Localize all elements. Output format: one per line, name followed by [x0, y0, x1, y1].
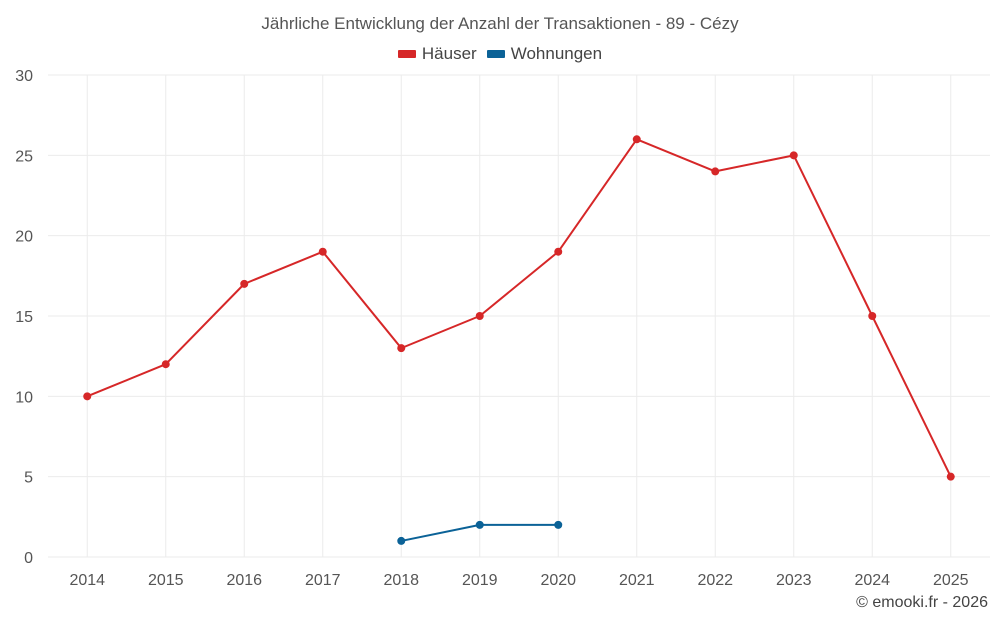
- data-point-haeuser: [632, 135, 641, 144]
- x-tick-label: 2014: [69, 572, 105, 589]
- y-tick-label: 25: [15, 148, 33, 165]
- x-tick-label: 2018: [383, 572, 419, 589]
- legend-swatch-wohnungen: [486, 50, 505, 58]
- legend-label-wohnungen: Wohnungen: [510, 44, 603, 63]
- x-tick-label: 2023: [776, 572, 812, 589]
- x-tick-label: 2021: [619, 572, 655, 589]
- data-point-haeuser: [240, 279, 249, 288]
- series-line-haeuser: [86, 138, 952, 478]
- data-point-haeuser: [475, 312, 484, 320]
- data-point-haeuser: [397, 344, 406, 353]
- y-tick-label: 5: [24, 470, 33, 487]
- data-point-haeuser: [868, 312, 877, 320]
- data-point-haeuser: [161, 360, 170, 369]
- x-tick-label: 2024: [854, 572, 890, 589]
- data-point-haeuser: [946, 472, 955, 481]
- data-point-haeuser: [554, 247, 563, 256]
- legend-item-haeuser[interactable]: Häuser: [397, 44, 477, 64]
- data-point-haeuser: [789, 151, 798, 160]
- y-tick-label: 0: [24, 550, 33, 567]
- data-point-haeuser: [711, 167, 720, 176]
- data-point-haeuser: [83, 392, 92, 401]
- x-tick-label: 2025: [933, 572, 969, 589]
- x-tick-label: 2022: [697, 572, 733, 589]
- data-point-haeuser: [318, 247, 327, 256]
- legend-item-wohnungen[interactable]: Wohnungen: [486, 44, 603, 64]
- legend: Häuser Wohnungen: [0, 44, 1000, 64]
- y-tick-label: 30: [15, 68, 33, 85]
- data-point-wohnungen: [475, 520, 484, 529]
- x-tick-label: 2015: [148, 572, 184, 589]
- x-tick-label: 2017: [305, 572, 341, 589]
- x-tick-label: 2020: [540, 572, 576, 589]
- x-tick-label: 2016: [226, 572, 262, 589]
- legend-label-haeuser: Häuser: [421, 44, 477, 63]
- data-point-wohnungen: [397, 536, 406, 545]
- credit-text: © emooki.fr - 2026: [856, 594, 988, 611]
- y-tick-label: 10: [15, 389, 33, 406]
- y-tick-label: 15: [15, 309, 33, 326]
- chart-title: Jährliche Entwicklung der Anzahl der Tra…: [261, 14, 739, 33]
- y-tick-label: 20: [15, 229, 33, 246]
- data-point-wohnungen: [554, 520, 563, 529]
- legend-swatch-haeuser: [397, 50, 416, 58]
- x-tick-label: 2019: [462, 572, 498, 589]
